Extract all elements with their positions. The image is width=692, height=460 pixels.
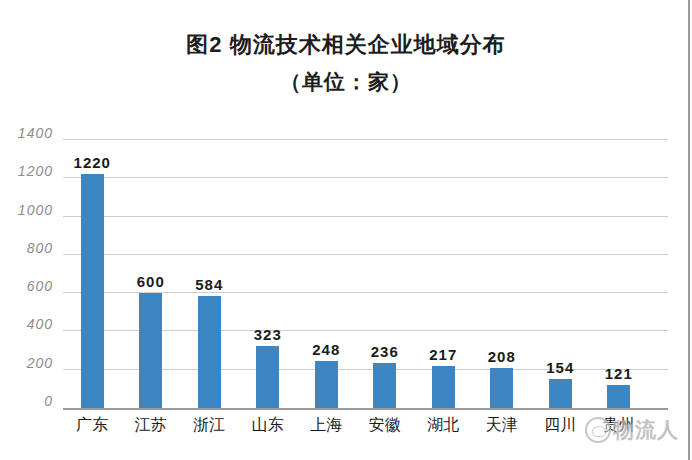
y-tick-label: 1000 [0, 202, 53, 218]
bar-value-label: 248 [312, 342, 340, 357]
bar-value-label: 154 [546, 360, 574, 375]
bar-slot: 600 [122, 140, 181, 408]
bar-slot: 584 [180, 140, 239, 408]
bar [256, 346, 279, 408]
bar-slot: 323 [239, 140, 298, 408]
bar [198, 296, 221, 408]
bar [139, 293, 162, 408]
bar-slot: 217 [414, 140, 473, 408]
bar-value-label: 236 [371, 344, 399, 359]
bar-value-label: 208 [488, 349, 516, 364]
x-category-label: 浙江 [180, 415, 239, 436]
bar [373, 363, 396, 408]
x-category-label: 山东 [239, 415, 298, 436]
x-category-label: 江苏 [122, 415, 181, 436]
bar [432, 366, 455, 408]
x-axis-labels: 广东江苏浙江山东上海安徽湖北天津四川贵州 [63, 415, 648, 436]
chart-figure: 图2 物流技术相关企业地域分布 （单位：家） 0 200 400 600 800 1000… [0, 0, 692, 460]
bar-value-label: 121 [605, 366, 633, 381]
bar-value-label: 600 [137, 274, 165, 289]
y-tick-label: 1200 [0, 163, 53, 179]
x-category-label: 广东 [63, 415, 122, 436]
bar-slot: 154 [531, 140, 590, 408]
bar-slot: 1220 [63, 140, 122, 408]
bar-slot: 208 [473, 140, 532, 408]
bars-container: 1220 600 584 323 248 236 217 208 154 121 [63, 140, 648, 408]
y-axis-labels: 0200400600800100012001400 [0, 140, 55, 408]
bar-value-label: 584 [195, 277, 223, 292]
x-category-label: 上海 [297, 415, 356, 436]
bar-slot: 236 [356, 140, 415, 408]
chart-title-line2: （单位：家） [0, 68, 692, 96]
bar-slot: 121 [590, 140, 649, 408]
bar-value-label: 323 [254, 327, 282, 342]
chart-title: 图2 物流技术相关企业地域分布 （单位：家） [0, 30, 692, 96]
y-tick-label: 1400 [0, 125, 53, 141]
right-border-line [688, 0, 690, 460]
bar [490, 368, 513, 408]
y-tick-label: 0 [0, 393, 53, 409]
bar-slot: 248 [297, 140, 356, 408]
x-category-label: 四川 [531, 415, 590, 436]
bar [549, 379, 572, 408]
x-category-label: 安徽 [356, 415, 415, 436]
bar [607, 385, 630, 408]
chart-title-line1: 图2 物流技术相关企业地域分布 [0, 30, 692, 60]
bar-value-label: 217 [429, 347, 457, 362]
y-tick-label: 800 [0, 240, 53, 256]
x-category-label: 贵州 [590, 415, 649, 436]
y-tick-label: 200 [0, 355, 53, 371]
x-category-label: 湖北 [414, 415, 473, 436]
y-tick-label: 400 [0, 316, 53, 332]
bar [81, 174, 104, 408]
x-category-label: 天津 [473, 415, 532, 436]
bar [315, 361, 338, 408]
y-tick-label: 600 [0, 278, 53, 294]
bar-value-label: 1220 [74, 155, 111, 170]
